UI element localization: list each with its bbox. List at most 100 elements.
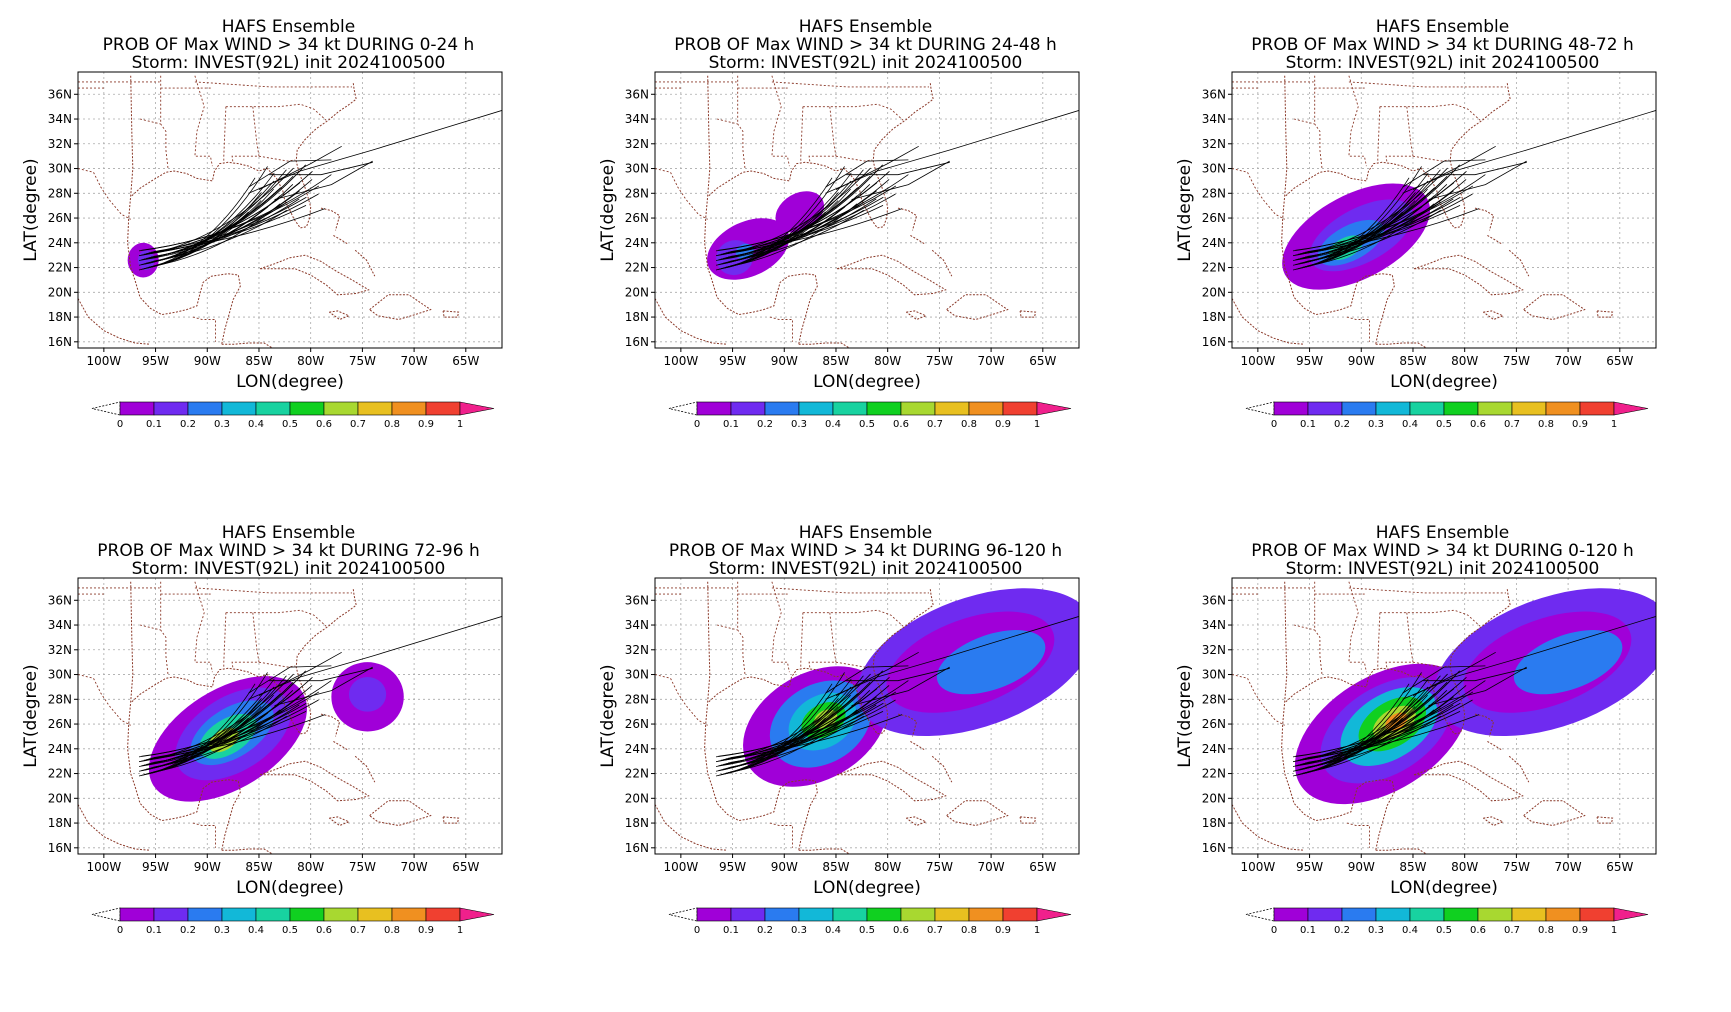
colorbar-swatch — [1002, 907, 1038, 922]
colorbar-label: 0.5 — [859, 925, 875, 936]
border-line — [223, 106, 227, 164]
lat-tick-label: 32N — [625, 643, 649, 657]
colorbar-label: 0.8 — [961, 925, 977, 936]
colorbar-swatch — [1307, 401, 1343, 416]
ensemble-tracks — [1292, 110, 1656, 271]
colorbar-swatch — [357, 401, 393, 416]
colorbar-low-arrow — [1245, 907, 1275, 922]
lat-tick-label: 28N — [48, 186, 72, 200]
coastline — [354, 755, 376, 783]
border-line — [194, 75, 213, 167]
track-line — [274, 160, 373, 200]
border-line — [192, 822, 216, 848]
coastline — [655, 298, 728, 345]
lat-tick-label: 34N — [1202, 618, 1226, 632]
y-axis-label: LAT(degree) — [1175, 664, 1195, 767]
colorbar-low-arrow — [91, 401, 121, 416]
track-line — [1295, 680, 1486, 757]
lat-tick-label: 28N — [625, 186, 649, 200]
colorbar-label: 1 — [1034, 925, 1040, 936]
border-line — [771, 587, 929, 594]
coastline — [131, 587, 357, 735]
lat-tick-label: 28N — [1202, 692, 1226, 706]
colorbar-label: 1 — [1034, 419, 1040, 430]
lat-tick-label: 34N — [1202, 112, 1226, 126]
track-line — [715, 198, 877, 261]
panel-title-line3: Storm: INVEST(92L) init 2024100500 — [1285, 53, 1600, 73]
panel-title-line1: HAFS Ensemble — [221, 523, 356, 543]
track-line — [153, 209, 288, 262]
coastline — [1474, 207, 1495, 231]
probability-shade — [775, 191, 825, 233]
map-frame — [77, 71, 503, 349]
colorbar-swatch — [730, 907, 766, 922]
track-line — [825, 159, 909, 188]
colorbar-swatch — [187, 907, 223, 922]
lat-tick-label: 34N — [625, 618, 649, 632]
coastline — [259, 760, 370, 802]
border-line — [835, 661, 873, 668]
track-line — [153, 702, 307, 758]
track-line — [825, 665, 909, 694]
lon-tick-label: 80W — [874, 354, 901, 368]
border-line — [258, 155, 296, 162]
colorbar-label: 0.7 — [350, 419, 366, 430]
colorbar-swatch — [1511, 907, 1547, 922]
border-line — [78, 168, 131, 220]
ensemble-tracks — [138, 110, 502, 271]
lat-tick-label: 18N — [625, 310, 649, 324]
coastline — [259, 254, 370, 296]
panel-title-line2: PROB OF Max WIND > 34 kt DURING 0-24 h — [102, 35, 475, 55]
map-panel-3: HAFS Ensemble PROB OF Max WIND > 34 kt D… — [1154, 0, 1731, 506]
border-line — [194, 81, 352, 88]
border-line — [258, 661, 296, 668]
coastline — [333, 740, 349, 751]
lon-tick-label: 95W — [1296, 860, 1323, 874]
lon-tick-label: 85W — [1399, 860, 1426, 874]
colorbar-label: 0.5 — [1436, 419, 1452, 430]
lon-tick-label: 75W — [349, 354, 376, 368]
probability-shade — [1513, 630, 1623, 695]
lon-tick-label: 85W — [822, 354, 849, 368]
colorbar-high-arrow — [1613, 907, 1649, 922]
border-line — [231, 612, 260, 670]
border-line — [1385, 612, 1414, 670]
colorbar-label: 0.4 — [1402, 419, 1418, 430]
y-axis-label: LAT(degree) — [598, 664, 618, 767]
coastline — [906, 310, 928, 321]
border-line — [808, 106, 837, 164]
track-line — [1305, 714, 1480, 759]
colorbar-swatch — [764, 401, 800, 416]
colorbar-label: 0.9 — [995, 925, 1011, 936]
lat-tick-label: 36N — [48, 593, 72, 607]
track-line — [258, 651, 342, 696]
coastline — [946, 294, 1009, 321]
y-axis-label: LAT(degree) — [21, 158, 41, 261]
lat-tick-label: 30N — [48, 162, 72, 176]
track-line — [269, 161, 373, 176]
lat-tick-label: 36N — [48, 87, 72, 101]
border-line — [1412, 155, 1450, 162]
lon-tick-label: 65W — [1606, 860, 1633, 874]
coastline — [1375, 342, 1428, 348]
track-line — [248, 159, 332, 188]
colorbar-label: 0.4 — [825, 419, 841, 430]
lat-tick-label: 24N — [625, 742, 649, 756]
colorbar-swatch — [289, 907, 325, 922]
colorbar-swatch — [1477, 907, 1513, 922]
colorbar-swatch — [187, 401, 223, 416]
border-line — [1232, 674, 1285, 726]
colorbar-swatch — [1409, 907, 1445, 922]
border-line — [1348, 587, 1506, 594]
coastline — [931, 249, 953, 277]
track-line — [835, 651, 919, 696]
colorbar-label: 0.5 — [1436, 925, 1452, 936]
coastline — [369, 294, 432, 321]
track-line — [138, 198, 300, 261]
colorbar-label: 0 — [694, 419, 700, 430]
lat-tick-label: 28N — [48, 692, 72, 706]
axes: 100W 95W 90W 85W 80W 75W 70W 65W 36N 34N 32N 30N 28N… — [598, 87, 1057, 392]
coastline — [1508, 755, 1530, 783]
border-line — [231, 106, 260, 164]
coastline — [897, 713, 918, 737]
